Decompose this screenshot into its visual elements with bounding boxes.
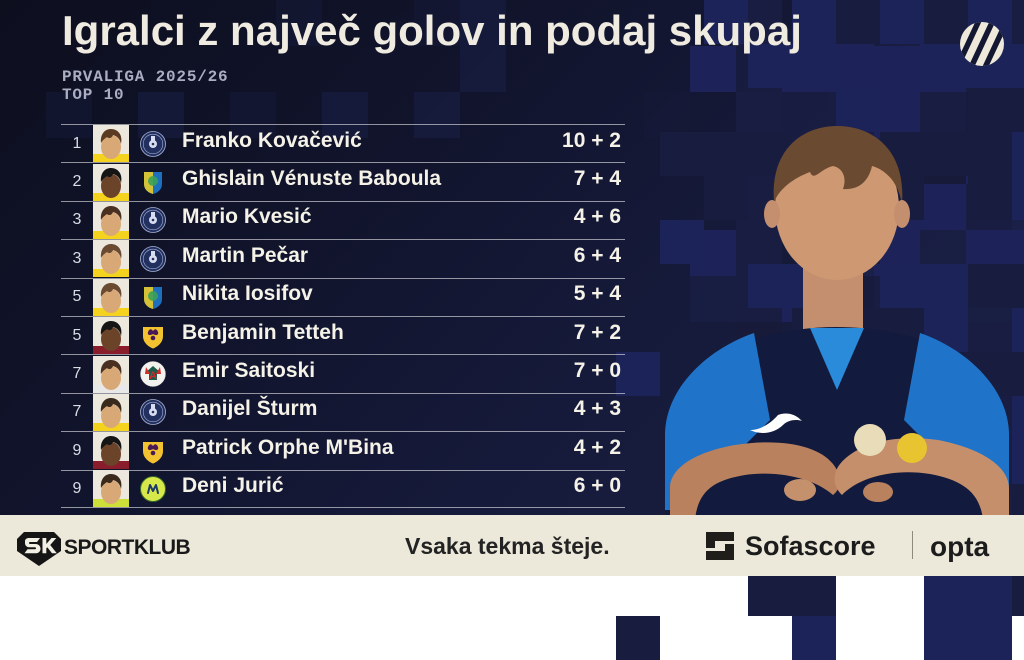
svg-text:A: A (149, 370, 157, 382)
